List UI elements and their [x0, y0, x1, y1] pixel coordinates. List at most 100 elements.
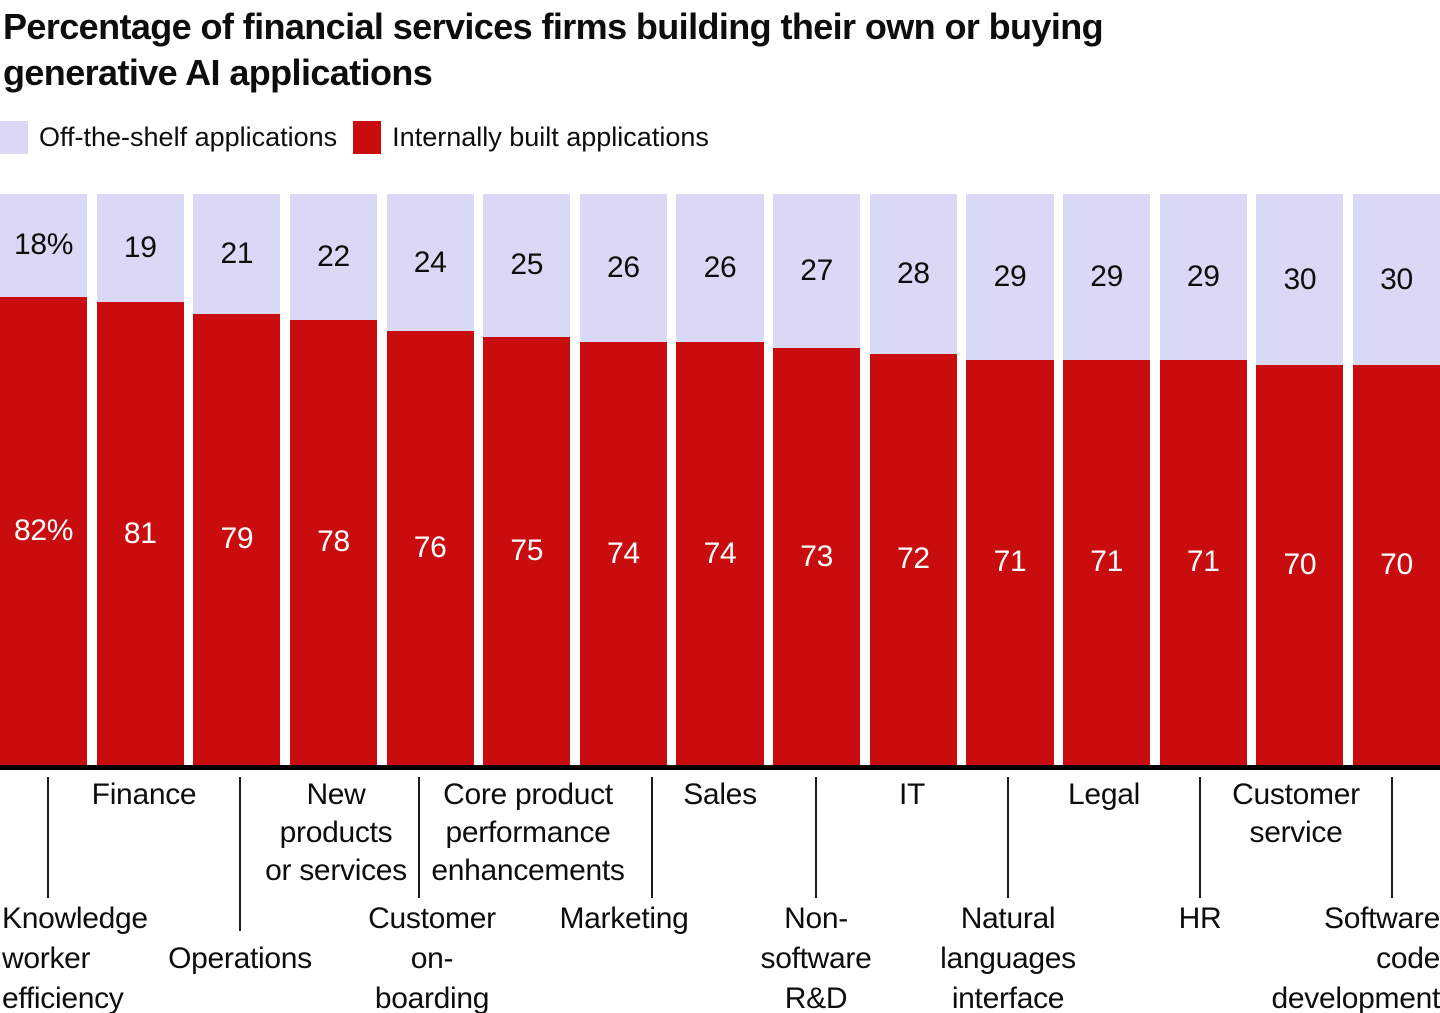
bar-column: 29 71: [1159, 194, 1247, 765]
bar-column: 30 70: [1352, 194, 1440, 765]
bar-segment-internally-built: 82%: [0, 296, 88, 765]
bar-column: 26 74: [676, 194, 764, 765]
bar-column: 29 71: [966, 194, 1054, 765]
x-axis-label: Legal: [1068, 778, 1140, 811]
bar-value-label-off-the-shelf: 19: [123, 231, 157, 265]
x-axis-label: Operations: [168, 942, 312, 975]
bar-segment-internally-built: 70: [1256, 365, 1344, 765]
bar-segment-off-the-shelf: 30: [1352, 194, 1440, 366]
bar-value-label-internally-built: 79: [220, 522, 254, 556]
x-axis-tick: [815, 777, 817, 898]
bar-segment-internally-built: 75: [483, 336, 571, 765]
x-axis-label: Customer on- boarding: [368, 902, 496, 1013]
bar-segment-internally-built: 73: [773, 348, 861, 765]
bar-value-label-off-the-shelf: 30: [1283, 262, 1317, 296]
legend-item-internally-built: Internally built applications: [353, 120, 709, 154]
bar-value-label-off-the-shelf: 26: [703, 251, 737, 285]
bar-segment-internally-built: 81: [96, 302, 184, 765]
bar-value-label-internally-built: 81: [123, 516, 157, 550]
bar-value-label-internally-built: 75: [510, 533, 544, 567]
x-axis-label: Software code development: [1271, 902, 1440, 1013]
bar-column: 28 72: [869, 194, 957, 765]
x-axis-label: IT: [898, 778, 926, 811]
bar-segment-off-the-shelf: 29: [966, 194, 1054, 360]
bar-value-label-off-the-shelf: 24: [413, 245, 447, 279]
x-axis-label: Knowledge worker efficiency: [2, 902, 148, 1013]
bar-value-label-off-the-shelf: 27: [800, 254, 834, 288]
bar-value-label-internally-built: 70: [1283, 548, 1317, 582]
bar-value-label-internally-built: 74: [607, 536, 640, 570]
bar-segment-off-the-shelf: 21: [193, 194, 281, 314]
bar-value-label-internally-built: 74: [703, 536, 737, 570]
bar-segment-off-the-shelf: 22: [289, 194, 378, 320]
x-axis-tick: [1007, 777, 1009, 898]
bar-segment-off-the-shelf: 30: [1256, 194, 1344, 366]
x-axis-label: Natural languages interface: [940, 902, 1076, 1013]
bar-column: 30 70: [1256, 194, 1344, 765]
x-axis-tick: [651, 777, 653, 898]
bar-segment-off-the-shelf: 19: [96, 194, 184, 303]
x-axis-label: Customer service: [1232, 778, 1360, 849]
x-axis-tick: [1199, 777, 1201, 898]
legend-item-off-the-shelf: Off-the-shelf applications: [0, 120, 337, 154]
bar-value-label-off-the-shelf: 26: [607, 251, 640, 285]
bar-column: 26 74: [579, 194, 667, 765]
bar-segment-off-the-shelf: 24: [386, 194, 474, 332]
bar-value-label-off-the-shelf: 21: [220, 236, 254, 270]
bar-value-label-off-the-shelf: 29: [993, 259, 1027, 293]
bar-segment-off-the-shelf: 28: [869, 194, 957, 354]
x-axis-tick: [418, 777, 420, 898]
bar-segment-internally-built: 70: [1352, 365, 1440, 765]
bar-segment-internally-built: 71: [1159, 359, 1247, 765]
bar-segment-off-the-shelf: 26: [676, 194, 764, 343]
bar-value-label-off-the-shelf: 30: [1380, 262, 1413, 296]
bar-segment-internally-built: 74: [579, 342, 667, 765]
x-axis-label: New products or services: [265, 778, 407, 887]
legend-swatch-internally-built: [353, 120, 382, 154]
bar-segment-off-the-shelf: 29: [1063, 194, 1151, 360]
bar-value-label-internally-built: 71: [993, 545, 1027, 579]
x-axis-label: Marketing: [559, 902, 689, 935]
bar-value-label-off-the-shelf: 22: [317, 239, 350, 273]
bar-value-label-internally-built: 82%: [13, 513, 74, 547]
bar-value-label-off-the-shelf: 18%: [13, 228, 74, 262]
bar-value-label-internally-built: 78: [317, 525, 350, 559]
bar-value-label-off-the-shelf: 29: [1186, 259, 1220, 293]
bar-column: 21 79: [193, 194, 281, 765]
legend: Off-the-shelf applications Internally bu…: [0, 120, 709, 154]
bar-value-label-off-the-shelf: 29: [1090, 259, 1123, 293]
x-axis-line: [0, 765, 1440, 770]
bar-value-label-internally-built: 71: [1186, 545, 1220, 579]
bar-value-label-internally-built: 71: [1090, 545, 1123, 579]
bar-value-label-internally-built: 72: [896, 542, 930, 576]
x-axis-label: Finance: [91, 778, 197, 811]
bar-segment-off-the-shelf: 27: [773, 194, 861, 349]
bar-plot-area: 18% 82% 19 81 21 79 22 78 24 76 25 75 26 74 26 74 27 73 28…: [0, 194, 1440, 765]
bar-value-label-off-the-shelf: 28: [896, 256, 930, 290]
bar-segment-internally-built: 76: [386, 331, 474, 765]
bar-column: 24 76: [386, 194, 474, 765]
bar-segment-internally-built: 78: [289, 319, 378, 765]
bar-column: 29 71: [1063, 194, 1151, 765]
x-axis-label: Core product performance enhancements: [431, 778, 625, 887]
bar-segment-internally-built: 79: [193, 313, 281, 765]
bar-segment-off-the-shelf: 25: [483, 194, 571, 337]
bar-value-label-internally-built: 73: [800, 539, 834, 573]
bar-value-label-off-the-shelf: 25: [510, 248, 544, 282]
x-axis-tick: [47, 777, 49, 898]
bar-segment-off-the-shelf: 18%: [0, 194, 88, 297]
bar-column: 22 78: [289, 194, 378, 765]
x-axis-label: Non- software R&D: [760, 902, 872, 1013]
bar-segment-internally-built: 74: [676, 342, 764, 765]
bar-segment-off-the-shelf: 29: [1159, 194, 1247, 360]
bar-column: 19 81: [96, 194, 184, 765]
x-axis-tick: [1391, 777, 1393, 898]
bar-value-label-internally-built: 70: [1380, 548, 1413, 582]
legend-label-internally-built: Internally built applications: [392, 122, 709, 152]
bar-segment-internally-built: 72: [869, 353, 957, 765]
legend-swatch-off-the-shelf: [0, 120, 28, 154]
legend-label-off-the-shelf: Off-the-shelf applications: [39, 122, 338, 152]
chart-title: Percentage of financial services firms b…: [3, 6, 1104, 93]
bar-column: 18% 82%: [0, 194, 88, 765]
